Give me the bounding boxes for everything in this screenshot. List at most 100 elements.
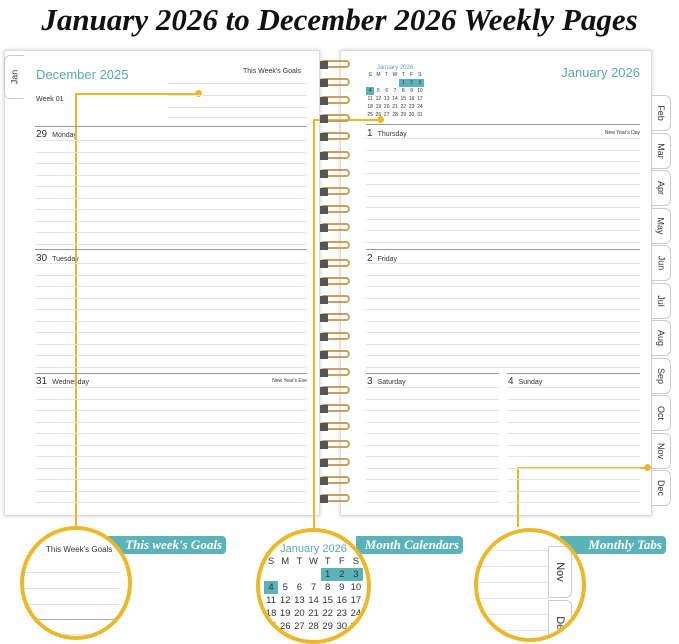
calendar-day: 27 (294, 621, 305, 632)
writing-line (507, 410, 640, 411)
spiral-ring (320, 422, 350, 431)
writing-line (35, 297, 307, 299)
tab-feb[interactable]: Feb (651, 95, 671, 131)
spiral-ring (320, 476, 350, 486)
tab-oct[interactable]: Oct (651, 395, 671, 431)
calendar-day: 21 (308, 608, 319, 619)
tab-jan[interactable]: Jan (4, 55, 24, 99)
spiral-ring (320, 494, 350, 504)
calendar-day: 10 (350, 582, 362, 593)
tab-apr[interactable]: Apr (651, 170, 671, 206)
tab-jul[interactable]: Jul (651, 282, 671, 319)
calendar-day: 2 (334, 568, 349, 581)
weekday: M (376, 72, 381, 78)
day-1: 1 Thursday (367, 128, 407, 139)
tab-may[interactable]: May (651, 207, 671, 244)
callout-dot (195, 90, 202, 97)
calendar-day (292, 568, 306, 581)
tab-nov[interactable]: Nov (651, 432, 671, 469)
day-29: 29 Monday (36, 129, 78, 140)
spiral-ring (320, 222, 350, 232)
goals-line (168, 95, 307, 96)
calendar-day: 20 (294, 608, 305, 619)
writing-line (35, 410, 307, 411)
callout-line (517, 467, 519, 527)
spiral-ring (320, 440, 350, 450)
writing-line (35, 343, 307, 345)
writing-line (366, 433, 499, 434)
weekday: T (385, 72, 389, 78)
writing-line (366, 502, 499, 503)
writing-line (366, 332, 640, 333)
calendar-day: 28 (392, 112, 398, 118)
calendar-day: 14 (308, 595, 319, 606)
spiral-ring (320, 150, 350, 160)
writing-line (35, 433, 307, 434)
calendar-day: 25 (367, 112, 373, 118)
calendar-day: 24 (417, 104, 423, 110)
calendar-day: 21 (392, 104, 398, 110)
spiral-ring (320, 241, 350, 250)
writing-line (366, 343, 640, 345)
spiral-ring (320, 403, 350, 413)
writing-line (35, 444, 307, 446)
writing-line (366, 274, 640, 276)
writing-line (35, 387, 307, 388)
writing-line (366, 444, 499, 446)
weekday: S (352, 556, 360, 567)
calendar-zoom-circle: January 2026 S M T W T F S 1 2 3 4 5 6 7 8 9 10 11 12 13 14 1… (256, 528, 371, 644)
tab-jun[interactable]: Jun (651, 245, 671, 281)
calendar-day (374, 79, 382, 87)
writing-line (35, 502, 307, 503)
calendar-day: 23 (336, 608, 348, 619)
calendar-day: 12 (375, 96, 382, 102)
calendar-day: 29 (400, 112, 407, 118)
writing-line (35, 332, 307, 333)
writing-line (35, 456, 307, 457)
day-divider (35, 373, 307, 374)
writing-line (35, 286, 307, 287)
headline: January 2026 to December 2026 Weekly Pag… (41, 2, 638, 37)
calendar-day (383, 79, 391, 87)
weekday: S (418, 72, 422, 78)
writing-line (507, 444, 640, 446)
writing-line (35, 220, 307, 222)
day-divider (366, 249, 640, 250)
writing-line (366, 456, 499, 457)
tab-sep[interactable]: Sep (651, 357, 671, 394)
calendar-day: 26 (375, 112, 382, 118)
writing-line (35, 398, 307, 400)
writing-line (35, 140, 307, 141)
writing-line (366, 207, 640, 208)
weekday: F (338, 556, 345, 567)
week-label: Week 01 (36, 96, 64, 103)
calendar-day: 5 (377, 88, 380, 94)
left-page (4, 50, 320, 516)
calendar-day: 23 (408, 104, 415, 110)
writing-line (366, 355, 640, 356)
calendar-day: 4 (366, 87, 375, 95)
writing-line (366, 387, 499, 388)
goals-line (168, 83, 307, 84)
tab-aug[interactable]: Aug (651, 320, 671, 356)
writing-line (35, 243, 307, 245)
writing-line (35, 421, 307, 423)
day-30: 30 Tuesday (36, 253, 79, 264)
spiral-ring (320, 277, 350, 287)
calendar-day: 6 (385, 88, 389, 94)
calendar-day: 9 (410, 88, 413, 94)
calendar-day: 12 (279, 595, 291, 606)
tabs-banner: Monthly Tabs (560, 536, 666, 554)
right-month-title: January 2026 (561, 65, 640, 80)
writing-line (366, 138, 640, 139)
writing-line (35, 320, 307, 322)
spiral-ring (320, 132, 350, 142)
tab-mar[interactable]: Mar (651, 132, 671, 169)
day-3: 3 Saturday (367, 376, 406, 387)
spiral-ring (320, 295, 350, 305)
writing-line (507, 467, 640, 469)
calendar-day: 17 (350, 595, 362, 606)
tab-dec[interactable]: Dec (651, 470, 671, 506)
spiral-ring (320, 349, 350, 359)
calendar-day (306, 568, 320, 581)
